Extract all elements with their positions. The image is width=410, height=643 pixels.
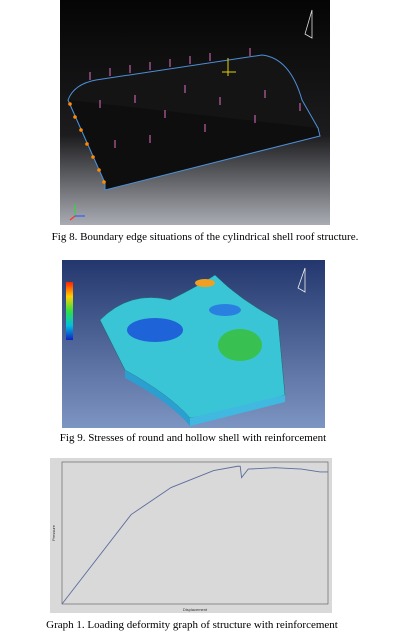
graph-background	[50, 458, 332, 613]
x-axis-label: Displacement	[183, 607, 208, 612]
y-axis-label: Pressure	[51, 524, 56, 541]
load-curve	[61, 465, 328, 605]
figure-caption: Fig 8. Boundary edge situations of the c…	[52, 231, 359, 243]
figure-9-image	[62, 260, 325, 428]
graph-caption: Graph 1. Loading deformity graph of stru…	[46, 619, 338, 631]
figure-8-image	[60, 0, 330, 225]
graph: Displacement Pressure	[50, 458, 332, 613]
plot-frame	[61, 461, 329, 605]
figure-caption: Fig 9. Stresses of round and hollow shel…	[60, 432, 326, 444]
